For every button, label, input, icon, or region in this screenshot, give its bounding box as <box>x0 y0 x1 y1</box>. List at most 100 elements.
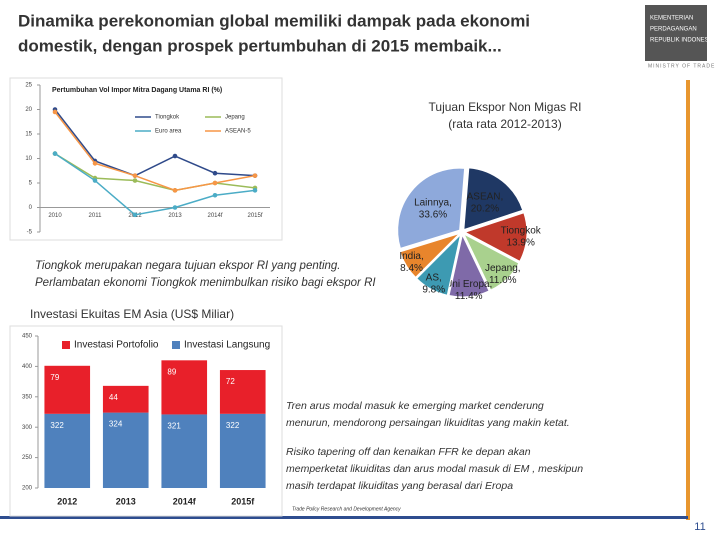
line-marker <box>52 151 58 156</box>
x-tick-label: 2011 <box>89 213 103 219</box>
side-rule <box>686 80 690 520</box>
bar-segment <box>161 414 208 488</box>
source: Trade Policy Research and Development Ag… <box>292 506 401 512</box>
y-tick-label: 5 <box>29 181 33 187</box>
line-series <box>54 111 256 192</box>
pie-slice <box>462 233 520 291</box>
y-tick-label: 200 <box>22 486 33 492</box>
logo-box <box>645 5 707 61</box>
legend-swatch <box>62 341 70 349</box>
line-marker <box>172 188 178 193</box>
slice-value: 20.2% <box>471 203 499 214</box>
y-tick-label: 20 <box>25 107 32 113</box>
y-tick-label: 450 <box>22 334 33 340</box>
bar-segment <box>44 365 91 414</box>
pie-slice <box>463 212 528 262</box>
y-tick-label: 0 <box>29 205 33 211</box>
slide-title: domestik, dengan prospek pertumbuhan di … <box>18 36 502 55</box>
note: memperketat likuiditas dan arus modal ma… <box>286 463 583 475</box>
line-marker <box>212 192 218 198</box>
y-tick-label: 10 <box>25 156 32 162</box>
bar-segment <box>102 412 149 488</box>
y-tick-label: 300 <box>22 425 33 431</box>
slide-title: Dinamika perekonomian global memiliki da… <box>18 11 530 30</box>
x-tick-label: 2010 <box>48 213 62 219</box>
y-tick-label: 15 <box>25 132 32 138</box>
note: masih terdapat likuiditas yang berasal d… <box>286 480 513 492</box>
note: Tiongkok merupakan negara tujuan ekspor … <box>35 260 340 272</box>
line-series <box>54 152 256 216</box>
data-label: 44 <box>109 393 118 402</box>
slice-label: India, <box>399 251 423 262</box>
y-tick-label: 350 <box>22 394 33 400</box>
pie-slice <box>397 167 466 249</box>
slice-label: AS, <box>426 272 442 283</box>
data-label: 79 <box>50 373 59 382</box>
y-tick-label: -5 <box>27 230 33 236</box>
legend-label: Investasi Portofolio <box>74 340 159 351</box>
bar-segment <box>102 385 149 413</box>
line-marker <box>132 212 138 218</box>
data-label: 322 <box>226 421 240 430</box>
line-marker <box>132 178 138 183</box>
page-number: 11 <box>694 521 705 533</box>
logo-sub: MINISTRY OF TRADE <box>648 63 715 69</box>
pie-slice <box>448 233 490 298</box>
line-marker <box>52 109 58 115</box>
line-marker <box>92 178 98 183</box>
line-marker <box>172 205 178 210</box>
legend-label: ASEAN-5 <box>225 129 251 135</box>
slice-value: 8.4% <box>400 263 423 274</box>
x-tick-label: 2014f <box>173 496 197 506</box>
legend-label: Investasi Langsung <box>184 340 270 351</box>
data-label: 89 <box>167 367 176 376</box>
x-tick-label: 2013 <box>116 496 136 506</box>
logo-text: REPUBLIK INDONESIA <box>650 38 714 44</box>
legend-label: Euro area <box>155 129 182 135</box>
legend-label: Jepang <box>225 115 245 121</box>
bar-segment <box>219 370 266 414</box>
line-marker <box>132 173 138 178</box>
line-marker <box>252 173 258 178</box>
x-tick-label: 2013 <box>168 213 182 219</box>
data-label: 322 <box>50 421 64 430</box>
pie-slice <box>399 233 460 279</box>
chart-title: Investasi Ekuitas EM Asia (US$ Miliar) <box>30 307 234 321</box>
bar-segment <box>44 413 91 488</box>
slice-value: 33.6% <box>419 209 447 220</box>
slice-value: 11.4% <box>455 291 483 302</box>
x-tick-label: 2012 <box>57 496 77 506</box>
line-marker <box>212 170 218 176</box>
line-marker <box>252 188 258 193</box>
slice-value: 9.8% <box>422 284 445 295</box>
data-label: 324 <box>109 420 123 429</box>
note: Risiko tapering off dan kenaikan FFR ke … <box>286 446 531 458</box>
line-series <box>54 152 256 192</box>
logo-text: PERDAGANGAN <box>650 27 697 33</box>
slice-value: 13.9% <box>507 238 535 249</box>
slice-label: ASEAN, <box>467 191 504 202</box>
bar-segment <box>161 360 208 415</box>
chart-title: Tujuan Ekspor Non Migas RI <box>429 100 582 114</box>
y-tick-label: 25 <box>25 83 32 89</box>
pie-slice <box>416 233 462 296</box>
slice-label: Lainnya, <box>414 197 452 208</box>
slice-label: Tiongkok <box>501 226 542 237</box>
y-tick-label: 250 <box>22 455 33 461</box>
logo-text: KEMENTERIAN <box>650 16 693 22</box>
x-tick-label: 2015f <box>231 496 255 506</box>
line-series <box>54 109 256 177</box>
slice-label: Uni Eropa, <box>445 279 492 290</box>
chart-title: (rata rata 2012-2013) <box>448 117 561 131</box>
data-label: 321 <box>167 422 181 431</box>
x-tick-label: 2014f <box>207 213 222 219</box>
bottom-rule <box>0 516 688 519</box>
slice-value: 11.0% <box>489 275 517 286</box>
data-label: 72 <box>226 377 235 386</box>
bar-segment <box>219 413 266 488</box>
line-marker <box>172 153 178 159</box>
line-marker <box>92 161 98 166</box>
legend-swatch <box>172 341 180 349</box>
legend-label: Tiongkok <box>155 115 180 121</box>
